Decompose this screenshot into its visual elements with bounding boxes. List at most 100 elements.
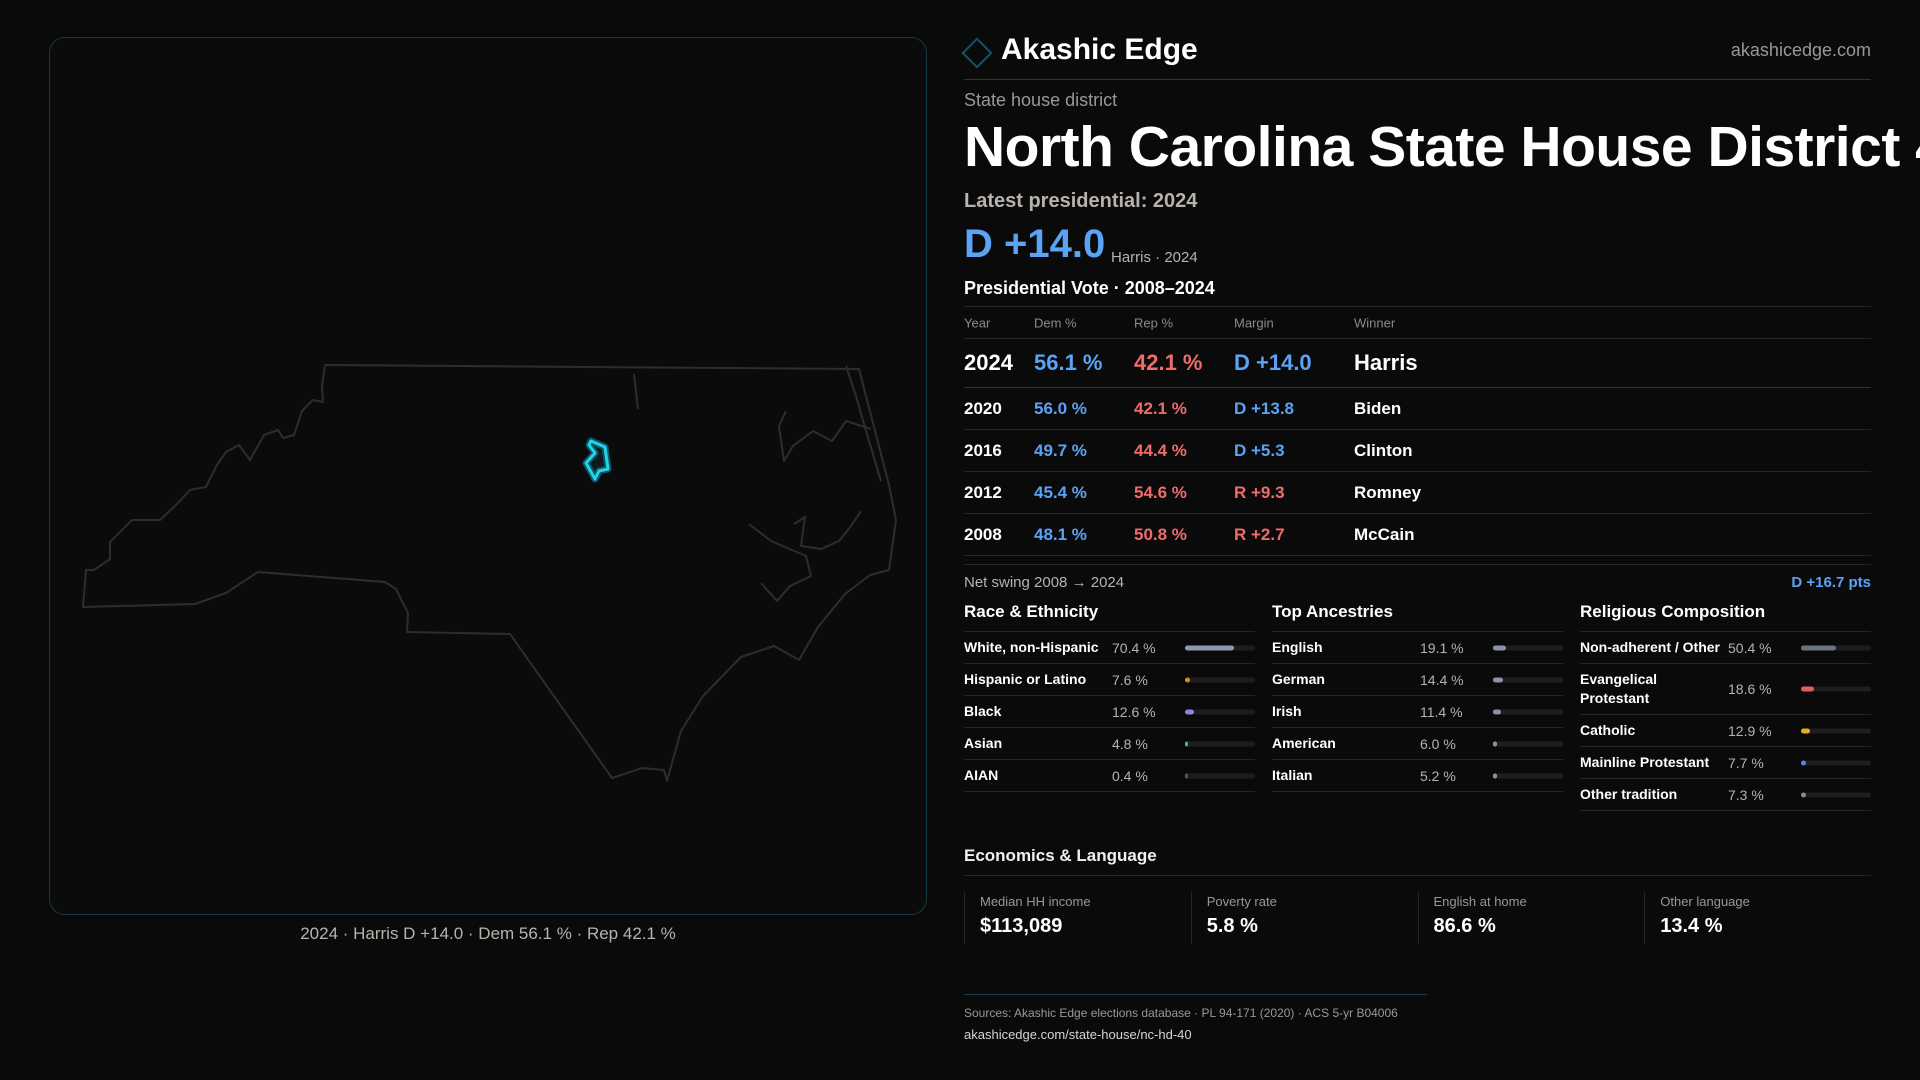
- list-item: English 19.1 %: [1272, 632, 1563, 664]
- stat-card: Median HH income $113,089: [964, 892, 1191, 944]
- table-row: 2016 49.7 % 44.4 % D +5.3 Clinton: [964, 430, 1871, 472]
- item-value: 6.0 %: [1420, 735, 1456, 752]
- bar-track: [1185, 677, 1255, 682]
- winner: Clinton: [1354, 440, 1413, 460]
- col-dem: Dem %: [1034, 315, 1077, 330]
- table-row: 2020 56.0 % 42.1 % D +13.8 Biden: [964, 388, 1871, 430]
- item-label: Irish: [1272, 703, 1302, 719]
- dem-pct: 56.1 %: [1034, 350, 1103, 375]
- dem-pct: 45.4 %: [1034, 482, 1087, 502]
- item-value: 50.4 %: [1728, 639, 1772, 656]
- winner: McCain: [1354, 524, 1415, 544]
- item-value: 14.4 %: [1420, 671, 1464, 688]
- col-winner: Winner: [1354, 315, 1396, 330]
- stat-label: Median HH income: [980, 894, 1091, 909]
- list-item: Italian 5.2 %: [1272, 760, 1563, 792]
- page-title: North Carolina State House District 40: [964, 115, 1920, 179]
- vote-table: Year Dem % Rep % Margin Winner 2024 56.1…: [964, 306, 1871, 556]
- list-item: Mainline Protestant 7.7 %: [1580, 747, 1871, 779]
- demographic-section: Religious Composition Non-adherent / Oth…: [1580, 602, 1871, 811]
- dem-pct: 56.0 %: [1034, 398, 1087, 418]
- district-highlight-outline: [584, 439, 610, 481]
- stat-value: $113,089: [980, 915, 1063, 937]
- item-label: White, non-Hispanic: [964, 639, 1099, 655]
- stat-card: Other language 13.4 %: [1644, 892, 1871, 944]
- item-value: 70.4 %: [1112, 639, 1156, 656]
- list-item: White, non-Hispanic 70.4 %: [964, 632, 1255, 664]
- bar-track: [1493, 677, 1563, 682]
- winner: Biden: [1354, 398, 1402, 418]
- vote-table-title: Presidential Vote · 2008–2024: [964, 278, 1215, 298]
- col-year: Year: [964, 315, 991, 330]
- item-value: 0.4 %: [1112, 767, 1148, 784]
- bar-track: [1185, 709, 1255, 714]
- bar-track: [1493, 709, 1563, 714]
- winner: Harris: [1354, 350, 1418, 375]
- item-label: Black: [964, 703, 1002, 719]
- col-rep: Rep %: [1134, 315, 1174, 330]
- section-title: Religious Composition: [1580, 602, 1871, 632]
- margin: R +2.7: [1234, 524, 1285, 544]
- table-header: Year Dem % Rep % Margin Winner: [964, 307, 1871, 339]
- section-title: Race & Ethnicity: [964, 602, 1255, 632]
- bar-track: [1185, 645, 1255, 650]
- sound-shoreline: [793, 510, 862, 550]
- site-link[interactable]: akashicedge.com: [1730, 40, 1871, 60]
- net-swing: Net swing 2008 → 2024 D +16.7 pts: [964, 564, 1871, 591]
- year: 2016: [964, 440, 1002, 460]
- list-item: Irish 11.4 %: [1272, 696, 1563, 728]
- latest-sub: Harris · 2024: [1111, 249, 1198, 266]
- sound-shoreline: [845, 365, 882, 482]
- item-label: AIAN: [964, 767, 999, 783]
- year: 2012: [964, 482, 1002, 502]
- list-item: Asian 4.8 %: [964, 728, 1255, 760]
- brand-name[interactable]: Akashic Edge: [1001, 33, 1198, 66]
- bar-fill: [1801, 792, 1807, 797]
- page-url[interactable]: akashicedge.com/state-house/nc-hd-40: [964, 1027, 1192, 1042]
- margin: D +5.3: [1234, 440, 1285, 460]
- stat-label: Poverty rate: [1206, 894, 1277, 909]
- item-label: German: [1272, 671, 1325, 687]
- rep-pct: 54.6 %: [1134, 482, 1187, 502]
- list-item: Evangelical Protestant 18.6 %: [1580, 664, 1871, 715]
- demographic-section: Race & Ethnicity White, non-Hispanic 70.…: [964, 602, 1255, 792]
- demographic-section: Top Ancestries English 19.1 % German 14.…: [1272, 602, 1563, 792]
- col-margin: Margin: [1234, 315, 1274, 330]
- rep-pct: 44.4 %: [1134, 440, 1187, 460]
- stat-value: 86.6 %: [1433, 915, 1496, 937]
- state-map: [82, 364, 897, 782]
- list-item: Catholic 12.9 %: [1580, 715, 1871, 747]
- diamond-logo-icon: [961, 37, 993, 69]
- bar-fill: [1493, 741, 1498, 746]
- bar-track: [1185, 773, 1255, 778]
- map-panel[interactable]: [49, 37, 927, 915]
- list-item: German 14.4 %: [1272, 664, 1563, 696]
- dem-pct: 49.7 %: [1034, 440, 1087, 460]
- sound-shoreline: [778, 410, 872, 462]
- bar-track: [1493, 741, 1563, 746]
- list-item: American 6.0 %: [1272, 728, 1563, 760]
- table-row: 2008 48.1 % 50.8 % R +2.7 McCain: [964, 514, 1871, 556]
- bar-fill: [1185, 677, 1191, 682]
- sound-shoreline: [748, 523, 812, 602]
- item-value: 4.8 %: [1112, 735, 1148, 752]
- item-label: Asian: [964, 735, 1003, 751]
- section-title: Top Ancestries: [1272, 602, 1563, 632]
- item-value: 7.7 %: [1728, 754, 1764, 771]
- bar-fill: [1801, 686, 1815, 692]
- year: 2024: [964, 350, 1013, 375]
- net-swing-value: D +16.7 pts: [1791, 574, 1871, 591]
- item-value: 11.4 %: [1420, 703, 1463, 720]
- item-value: 12.6 %: [1112, 703, 1156, 720]
- bar-track: [1801, 728, 1871, 733]
- economics-title: Economics & Language: [964, 846, 1871, 876]
- bar-track: [1493, 645, 1563, 650]
- bar-track: [1185, 741, 1255, 746]
- footer: Sources: Akashic Edge elections database…: [964, 994, 1427, 1042]
- item-value: 12.9 %: [1728, 722, 1772, 739]
- list-item: Black 12.6 %: [964, 696, 1255, 728]
- latest-label: Latest presidential: 2024: [964, 190, 1198, 212]
- margin: D +14.0: [1234, 350, 1312, 375]
- bar-fill: [1801, 728, 1811, 733]
- bar-track: [1801, 645, 1871, 650]
